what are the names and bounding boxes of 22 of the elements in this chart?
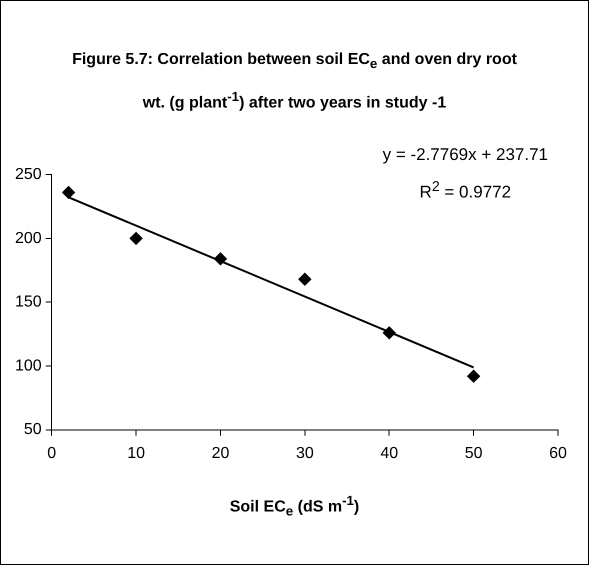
point <box>130 232 143 245</box>
y-tick-label: 50 <box>24 421 42 438</box>
point <box>467 370 480 383</box>
y-tick-label: 150 <box>14 294 42 311</box>
y-tick-label: 100 <box>14 357 42 374</box>
x-tick-label: 40 <box>380 444 398 462</box>
x-tick-label: 0 <box>47 444 56 462</box>
annotation: R$^{2}$ = 0.9772 <box>418 178 512 204</box>
x-tick-label: 20 <box>212 444 230 462</box>
point <box>382 326 396 340</box>
x-axis-title: Soil EC$_{e}$ (dS m$^{-1}$) <box>228 493 360 519</box>
x-tick-label: 50 <box>464 444 483 462</box>
y-tick-label: 250 <box>14 166 42 184</box>
text: y = -2.7769x + 237.71 <box>382 144 548 166</box>
x-tick-label: 60 <box>549 444 567 462</box>
chart-title: Figure 5.7: Correlation between soil EC$_{e}$ and oven dry root wt. (g plant$^{-1}$) after two years in study -1 <box>72 51 517 112</box>
y-tick-label: 200 <box>14 230 42 247</box>
x-tick-label: 10 <box>127 444 146 462</box>
point <box>214 252 227 266</box>
point <box>298 272 312 286</box>
point <box>62 186 76 199</box>
x-tick-label: 30 <box>296 444 314 462</box>
